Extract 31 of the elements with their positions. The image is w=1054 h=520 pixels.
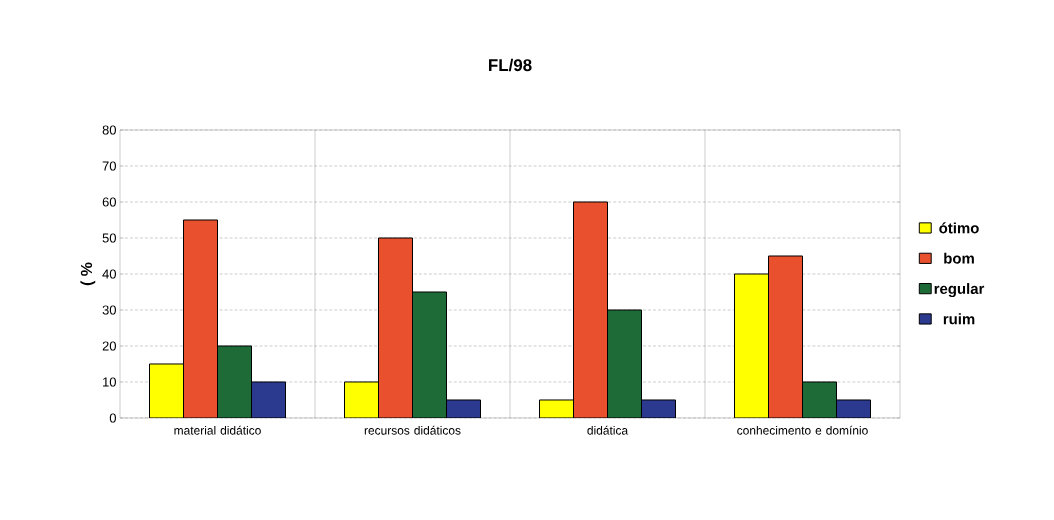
bar — [378, 237, 414, 418]
bar — [149, 363, 184, 418]
bar — [183, 219, 218, 418]
legend-label: ruim — [943, 313, 975, 325]
y-tick-label: 0 — [109, 413, 116, 423]
x-tick-label: conhecimento e domínio — [737, 425, 868, 435]
y-tick-label: 70 — [102, 161, 116, 171]
chart-title: FL/98 — [489, 58, 532, 72]
x-tick-label: material didático — [174, 425, 261, 435]
x-tick-label: didática — [587, 425, 629, 435]
legend-label: regular — [934, 283, 985, 298]
bar — [768, 255, 804, 418]
bar — [573, 201, 609, 418]
bar — [734, 273, 770, 418]
y-axis-title: ( % — [80, 262, 96, 286]
bar — [217, 345, 252, 418]
y-tick-label: 30 — [102, 305, 116, 315]
bar — [412, 291, 448, 418]
bar — [344, 381, 380, 418]
y-tick-label: 40 — [102, 269, 116, 279]
legend-label: bom — [944, 252, 974, 264]
y-tick-label: 20 — [102, 341, 116, 351]
y-tick-label: 10 — [103, 377, 116, 387]
y-tick-label: 80 — [102, 125, 116, 135]
bar — [251, 381, 286, 418]
bar — [802, 381, 838, 418]
x-tick-label: recursos didáticos — [364, 425, 461, 435]
bar — [607, 309, 643, 418]
y-tick-label: 50 — [102, 233, 116, 243]
y-tick-label: 60 — [102, 197, 116, 207]
legend-label: ótimo — [939, 222, 979, 234]
